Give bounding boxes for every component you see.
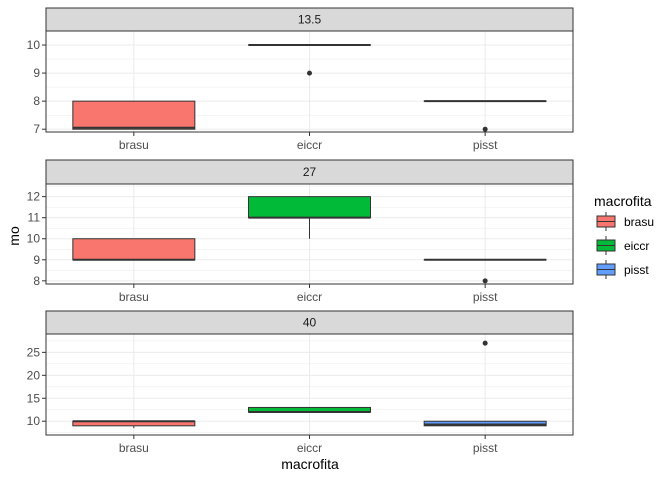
box-eiccr — [248, 406, 371, 414]
legend-label: eiccr — [624, 239, 649, 253]
legend-item-eiccr: eiccr — [596, 236, 649, 255]
legend-item-pisst: pisst — [596, 260, 649, 279]
legend: macrofita brasu eiccr pisst — [594, 193, 654, 279]
x-tick-label: eiccr — [297, 441, 322, 455]
legend-label: pisst — [624, 263, 649, 277]
facet-strip-label: 27 — [303, 165, 317, 179]
outlier-point — [482, 126, 488, 132]
y-tick-label: 12 — [27, 190, 41, 204]
box-body — [72, 100, 196, 130]
box-brasu — [72, 238, 196, 261]
x-axis-title: macrofita — [281, 456, 339, 472]
y-tick-label: 8 — [33, 94, 40, 108]
y-tick-label: 7 — [33, 122, 40, 136]
y-tick-label: 9 — [33, 66, 40, 80]
facet-strip — [45, 159, 574, 185]
outlier-point — [482, 278, 488, 284]
y-tick-label: 15 — [27, 391, 41, 405]
y-tick-label: 10 — [27, 38, 41, 52]
outlier-point — [482, 340, 488, 346]
x-tick-label: eiccr — [297, 290, 322, 304]
y-axis-title: mo — [6, 226, 22, 246]
y-tick-label: 9 — [33, 253, 40, 267]
legend-title: macrofita — [594, 193, 652, 209]
y-tick-label: 20 — [27, 368, 41, 382]
legend-label: brasu — [624, 215, 654, 229]
facets: 13.5 7 8 9 10 brasu eiccr pisst 27 8 9 10 11 12 brasu e… — [27, 7, 574, 455]
y-tick-label: 10 — [27, 414, 41, 428]
x-tick-label: brasu — [119, 441, 149, 455]
outlier-point — [307, 70, 312, 76]
box-eiccr — [248, 44, 371, 76]
y-tick-label: 25 — [27, 345, 41, 359]
x-tick-label: brasu — [119, 138, 149, 152]
y-tick-label: 11 — [28, 211, 41, 225]
x-tick-label: brasu — [119, 290, 149, 304]
facet-1: 13.5 7 8 9 10 brasu eiccr pisst — [27, 7, 574, 152]
legend-keys: brasu eiccr pisst — [596, 212, 654, 279]
facet-strip-label: 40 — [303, 316, 317, 330]
x-tick-label: pisst — [473, 138, 498, 152]
box-pisst — [423, 340, 547, 427]
box-eiccr — [248, 196, 371, 239]
y-tick-label: 8 — [33, 274, 40, 288]
box-brasu — [72, 420, 196, 429]
x-tick-label: pisst — [473, 441, 498, 455]
y-tick-label: 10 — [27, 232, 41, 246]
box-pisst — [423, 100, 547, 132]
box-body — [248, 196, 371, 219]
legend-item-brasu: brasu — [596, 212, 654, 231]
box-body — [72, 238, 196, 261]
x-tick-label: pisst — [473, 290, 498, 304]
facet-strip-label: 13.5 — [298, 13, 322, 27]
facet-3: 40 10 15 20 25 brasu eiccr pisst — [27, 310, 574, 455]
facet-2: 27 8 9 10 11 12 brasu eiccr pisst — [27, 159, 574, 304]
box-brasu — [72, 100, 196, 130]
x-tick-label: eiccr — [297, 138, 322, 152]
box-pisst — [423, 258, 547, 284]
